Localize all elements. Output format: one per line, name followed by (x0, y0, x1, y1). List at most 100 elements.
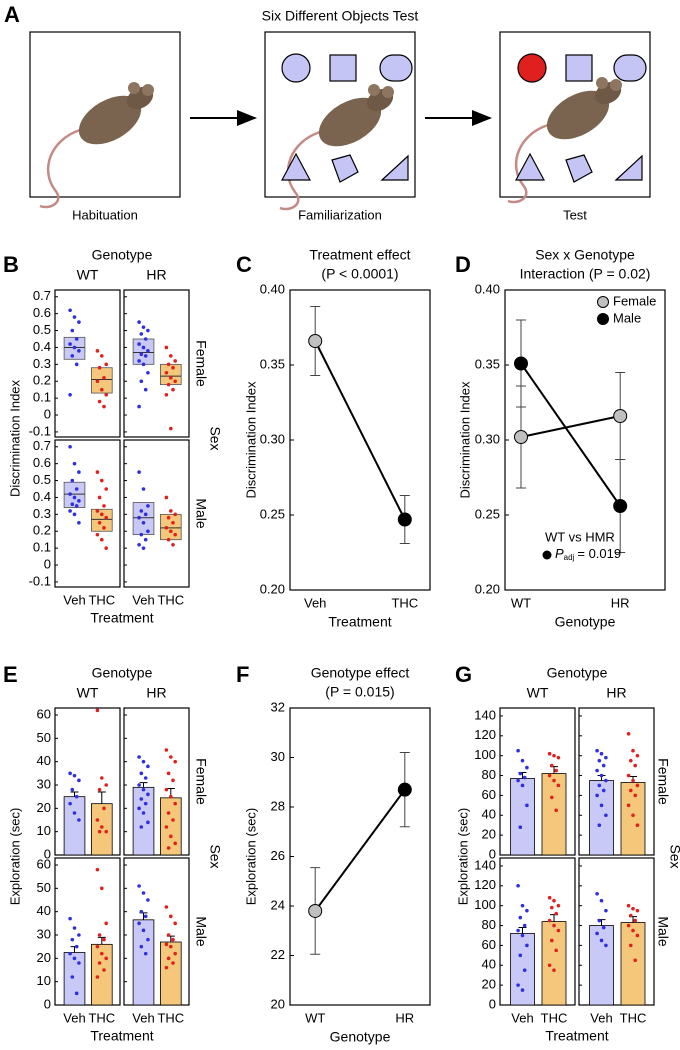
y-tick-label: 0.6 (33, 455, 51, 470)
data-point (104, 921, 108, 926)
data-point (169, 509, 173, 513)
x-tick-label: WT (511, 595, 531, 610)
data-point (547, 751, 552, 756)
y-tick-label: 140 (474, 857, 496, 872)
y-tick-label: 0.4 (33, 489, 51, 504)
x-tick-label: THC (157, 592, 184, 607)
y-tick-label: 0.25 (260, 506, 285, 521)
data-point (631, 813, 635, 818)
data-point (631, 778, 635, 783)
data-point (522, 775, 527, 780)
y-tick-label: 80 (482, 767, 496, 782)
y-tick-label: 140 (474, 707, 496, 722)
bar (159, 797, 182, 856)
x-tick-label: Veh (132, 592, 154, 607)
y-tick-label: 20 (482, 977, 496, 992)
objects (280, 53, 647, 183)
data-point (95, 944, 100, 949)
y-axis-label: Exploration (sec) (243, 808, 258, 906)
x-tick-label: THC (620, 1010, 647, 1025)
x-tick-label: Veh (304, 595, 326, 610)
data-point (604, 908, 608, 913)
y-tick-label: 28 (271, 798, 285, 813)
data-point (102, 526, 106, 530)
facet-frame (578, 707, 655, 856)
data-point (70, 975, 75, 979)
data-point (597, 823, 602, 828)
data-point (70, 502, 75, 507)
data-point (635, 933, 640, 938)
data-point (633, 958, 637, 963)
column-title: Genotype (92, 665, 153, 681)
y-tick-label: 60 (482, 937, 496, 952)
bar (91, 803, 113, 856)
data-point (143, 951, 148, 956)
chart-title: (P < 0.0001) (321, 266, 398, 282)
facet-frame (54, 857, 121, 1006)
data-point (635, 823, 640, 828)
x-tick-label: Veh (63, 1010, 85, 1025)
bar (589, 780, 614, 856)
data-point (77, 499, 81, 503)
data-point (626, 732, 631, 736)
data-point (604, 943, 608, 948)
data-point (173, 841, 177, 846)
column-label: WT (527, 685, 549, 701)
box (159, 363, 182, 386)
data-point (139, 825, 144, 829)
data-point (68, 916, 72, 921)
data-point (146, 529, 150, 534)
data-point (599, 803, 604, 808)
y-tick-label: 0.2 (33, 373, 51, 388)
data-point (631, 748, 635, 753)
box (132, 338, 155, 365)
data-point (97, 787, 102, 792)
data-point (599, 938, 604, 943)
data-point (547, 963, 552, 968)
data-point (601, 925, 606, 930)
mouse-icon (278, 82, 399, 211)
y-axis-label: Discrimination Index (243, 381, 258, 499)
marker (397, 512, 412, 527)
data-point (137, 542, 141, 547)
facet-frame (54, 707, 121, 856)
y-tick-label: 30 (271, 749, 285, 764)
y-tick-label: 0 (44, 846, 51, 861)
data-point (104, 392, 108, 397)
column-label: WT (77, 685, 99, 701)
data-point (72, 773, 77, 778)
data-point (102, 937, 106, 942)
bar (63, 796, 86, 856)
data-point (137, 404, 141, 409)
data-point (141, 362, 146, 367)
data-point (137, 470, 141, 474)
y-tick-label: 0.4 (33, 339, 51, 354)
data-point (629, 943, 633, 948)
data-point (139, 944, 144, 949)
data-point (146, 504, 150, 508)
bar (159, 941, 182, 1006)
data-point (95, 509, 100, 513)
x-tick-label: THC (88, 1010, 115, 1025)
y-axis-label: Exploration (sec) (7, 808, 22, 906)
row-label: Male (193, 498, 209, 529)
data-point (164, 748, 169, 752)
y-axis-label: Exploration (sec) (455, 808, 470, 906)
y-tick-label: 0 (489, 996, 496, 1011)
y-tick-label: 20 (37, 800, 51, 815)
data-point (552, 923, 556, 928)
data-point (139, 509, 144, 513)
data-point (100, 478, 104, 483)
data-point (169, 376, 173, 380)
data-point (516, 983, 520, 987)
data-point (550, 905, 554, 910)
data-point (95, 975, 100, 979)
series-line (520, 415, 621, 438)
data-point (547, 895, 552, 900)
data-point (626, 803, 631, 808)
data-point (97, 365, 102, 370)
data-point (525, 803, 529, 808)
data-point (164, 787, 169, 792)
annotation-subscript: adj (564, 553, 575, 562)
data-point (137, 806, 141, 811)
